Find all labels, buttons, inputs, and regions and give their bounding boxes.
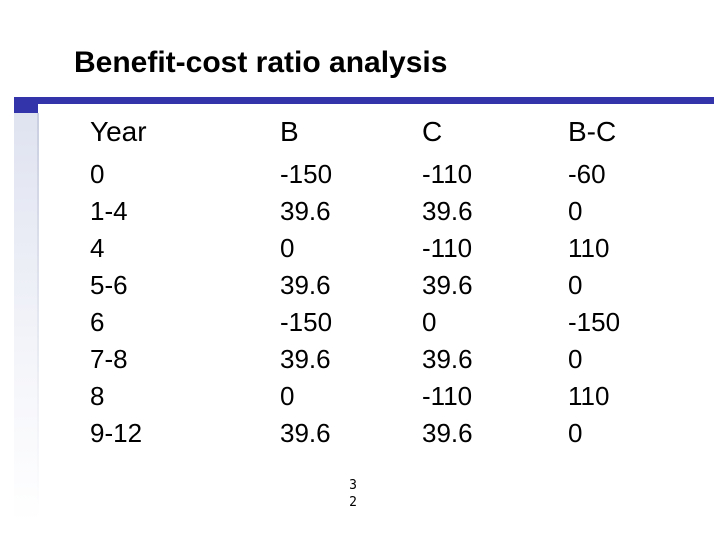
page-number: 3 2	[347, 477, 359, 511]
table-cell: -110	[422, 159, 473, 189]
table-cell: 5-6	[90, 270, 128, 300]
column-header-b: B	[280, 116, 299, 147]
title-rule-square	[14, 97, 38, 113]
c-column-values: -110 39.6 -110 39.6 0 39.6 -110 39.6	[422, 156, 473, 452]
table-cell: 9-12	[90, 418, 143, 448]
table-cell: 39.6	[422, 344, 473, 374]
b-minus-c-column-values: -60 0 110 0 -150 0 110 0	[568, 156, 620, 452]
table-cell: 4	[90, 233, 105, 263]
table-cell: -150	[280, 159, 333, 189]
table-cell: -110	[422, 233, 473, 263]
table-cell: -150	[568, 307, 621, 337]
table-cell: 6	[90, 307, 105, 337]
table-cell: 8	[90, 381, 105, 411]
b-column: B -150 39.6 0 39.6 -150 39.6 0 39.6	[280, 112, 332, 452]
table-cell: 110	[568, 381, 610, 411]
column-header-b-minus-c: B-C	[568, 116, 617, 147]
year-column: Year 0 1-4 4 5-6 6 7-8 8 9-12	[90, 112, 147, 452]
table-cell: 0	[568, 270, 583, 300]
title-rule	[14, 97, 714, 104]
table-cell: 39.6	[280, 418, 331, 448]
c-column: C -110 39.6 -110 39.6 0 39.6 -110 39.6	[422, 112, 473, 452]
table-cell: 39.6	[280, 270, 331, 300]
table-cell: 39.6	[422, 270, 473, 300]
b-column-values: -150 39.6 0 39.6 -150 39.6 0 39.6	[280, 156, 332, 452]
table-cell: 0	[568, 344, 583, 374]
table-cell: 0	[568, 418, 583, 448]
slide-title: Benefit-cost ratio analysis	[74, 46, 448, 79]
table-cell: 39.6	[422, 418, 473, 448]
column-header-c: C	[422, 116, 443, 147]
page-number-digit: 3	[349, 478, 357, 493]
column-header-year: Year	[90, 116, 147, 147]
table-cell: 1-4	[90, 196, 128, 226]
table-cell: -150	[280, 307, 333, 337]
table-cell: 0	[280, 233, 295, 263]
table-cell: 0	[568, 196, 583, 226]
table-cell: 39.6	[280, 196, 331, 226]
left-margin-decoration	[14, 113, 38, 523]
table-cell: -60	[568, 159, 606, 189]
left-margin-line	[37, 113, 39, 518]
table-cell: -110	[422, 381, 473, 411]
table-cell: 39.6	[280, 344, 331, 374]
title-rule-right-accent	[686, 97, 714, 101]
table-cell: 0	[280, 381, 295, 411]
table-cell: 0	[422, 307, 437, 337]
table-cell: 7-8	[90, 344, 128, 374]
table-cell: 39.6	[422, 196, 473, 226]
table-cell: 0	[90, 159, 105, 189]
table-cell: 110	[568, 233, 610, 263]
year-column-values: 0 1-4 4 5-6 6 7-8 8 9-12	[90, 156, 147, 452]
b-minus-c-column: B-C -60 0 110 0 -150 0 110 0	[568, 112, 620, 452]
page-number-digit: 2	[349, 495, 357, 510]
